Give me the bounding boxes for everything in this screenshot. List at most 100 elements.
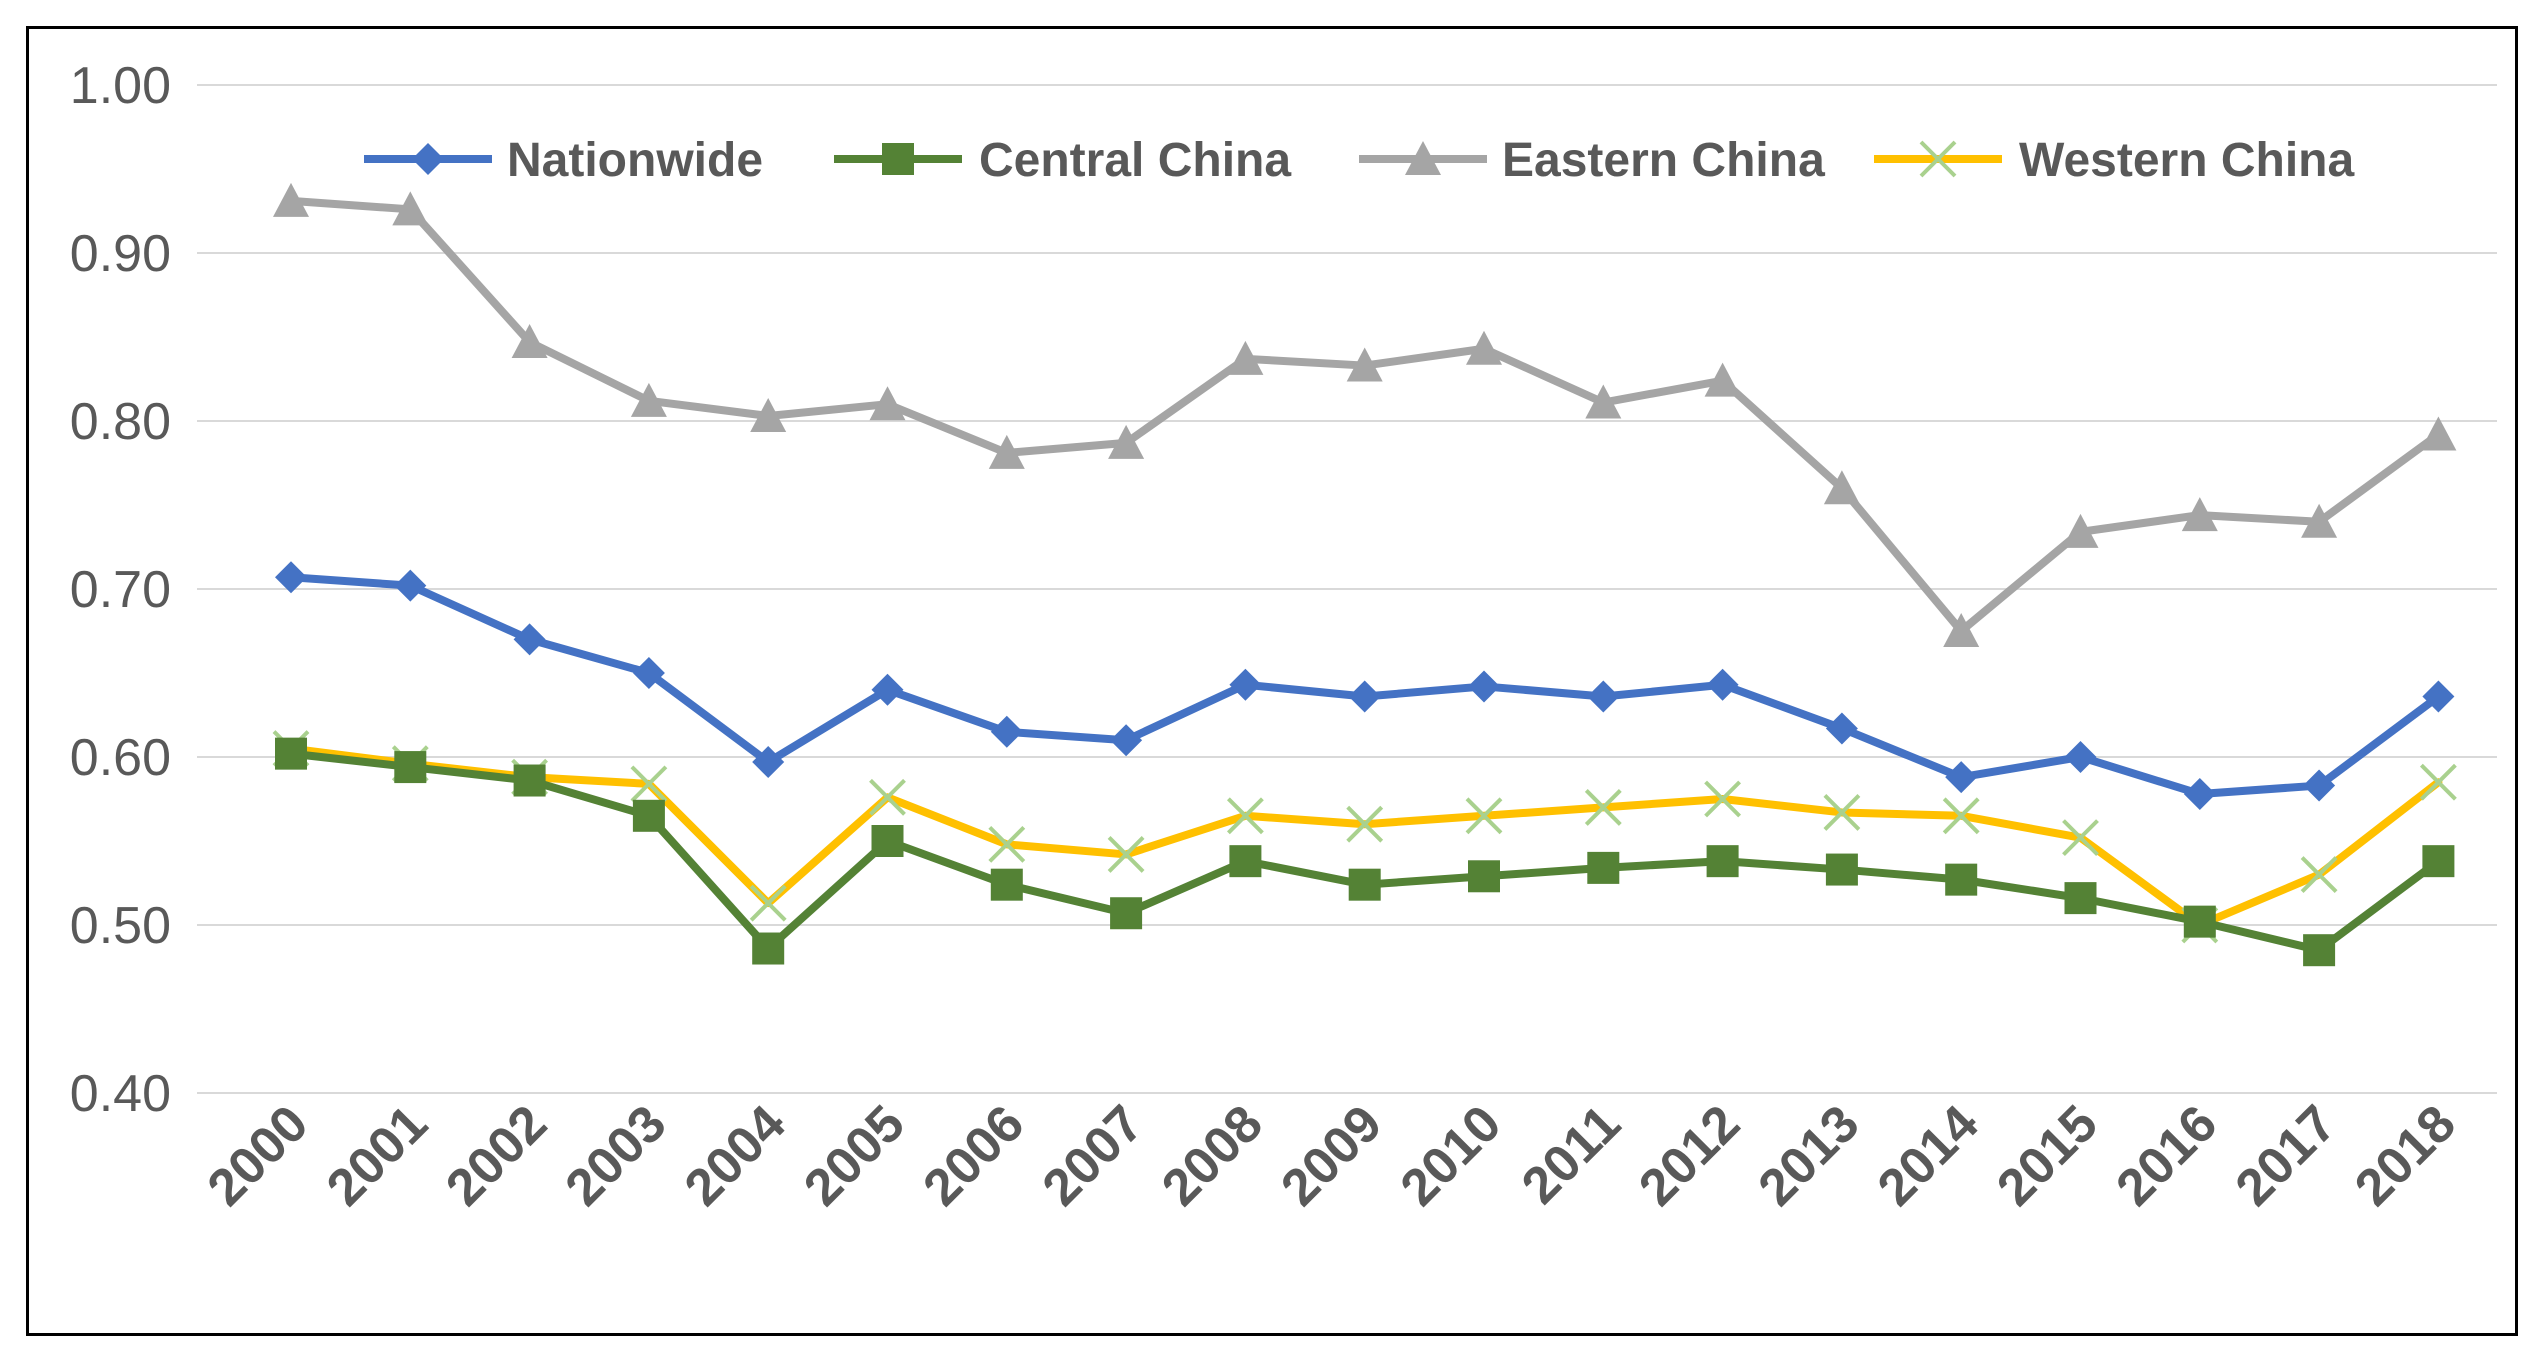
legend-item-central-china[interactable]: Central China [834,134,1291,187]
x-tick-label: 2013 [1748,1094,1871,1217]
y-axis: 0.40 0.50 0.60 0.70 0.80 0.90 1.00 [70,57,171,1123]
marker-stroke [1226,797,1264,835]
central-china-point [1110,897,1143,930]
x-tick-label: 2018 [2344,1094,2467,1217]
series-central-china [275,737,2455,967]
nationwide-point [1587,680,1620,713]
marker-stroke [749,884,787,922]
nationwide-point [1706,668,1739,701]
nationwide-point [990,715,1023,748]
nationwide-point [2064,741,2097,773]
western-china-point [1704,780,1742,818]
eastern-china-point [392,191,429,226]
western-china-point [1942,797,1980,835]
central-china-point [513,764,546,797]
nationwide-point [1468,670,1500,703]
western-china-point [869,778,906,816]
central-china-point [1348,868,1381,901]
central-china-point [2303,934,2336,967]
eastern-china-point [869,386,906,421]
gridlines [197,84,2497,1094]
eastern-china-line [287,196,2443,635]
eastern-china-point [2181,497,2218,532]
x-tick-label: 2010 [1390,1094,1513,1217]
nationwide-point [394,569,427,602]
x-tick-label: 2014 [1867,1094,1990,1217]
legend-label: Nationwide [507,134,763,187]
legend[interactable]: Nationwide Central China Eastern China West… [364,134,2354,187]
marker-stroke [1346,805,1384,843]
western-china-point [1584,788,1622,826]
western-china-point [1465,797,1503,835]
eastern-china-point [988,434,1025,469]
central-china-point [1229,845,1262,878]
y-tick-label: 0.90 [70,225,171,283]
x-axis: 2000200120022003200420052006200720082009… [197,1094,2467,1217]
central-china-point [2422,845,2455,878]
legend-item-nationwide[interactable]: Nationwide [364,134,763,187]
eastern-china-point [1466,330,1502,365]
y-tick-label: 0.40 [70,1065,171,1123]
nationwide-point [513,623,546,656]
x-tick-label: 2003 [555,1094,678,1217]
nationwide-point [632,657,665,689]
series-eastern-china [273,182,2457,647]
western-china-point [749,884,787,922]
eastern-china-point [750,397,787,432]
marker-stroke [1919,140,1957,178]
nationwide-point [275,561,307,594]
chart-frame: 0.40 0.50 0.60 0.70 0.80 0.90 1.00 2000 2001 200… [26,26,2518,1336]
x-tick-label: 2012 [1628,1094,1751,1217]
eastern-china-point [1108,424,1145,459]
eastern-china-point [1227,340,1264,375]
x-tick-label: 2009 [1270,1094,1393,1217]
x-tick-label: 2001 [316,1094,439,1217]
marker-stroke [1465,797,1503,835]
eastern-china-point [630,382,667,417]
nationwide-point [2183,777,2216,810]
legend-label: Western China [2019,134,2354,187]
legend-item-western-china[interactable]: Western China [1874,134,2354,187]
legend-label: Central China [979,134,1291,187]
western-china-point [1823,794,1861,831]
marker-stroke [1584,788,1622,826]
eastern-china-point [2301,503,2338,538]
central-china-point [275,737,307,770]
central-china-point [1825,853,1858,886]
marker-stroke [988,825,1026,863]
marker-stroke [1942,797,1980,835]
x-tick-label: 2007 [1032,1094,1155,1217]
marker-stroke [2062,819,2099,857]
central-china-point [632,799,665,832]
western-china-point [2062,819,2099,857]
nationwide-point [2303,769,2336,802]
central-china-point [1945,863,1978,896]
western-china-point [1107,836,1145,873]
eastern-china-point [2062,513,2099,548]
nationwide-point [1229,668,1262,701]
legend-marker [1919,140,1957,178]
marker-stroke [1823,794,1861,831]
western-china-point [630,765,668,803]
western-china-point [2300,856,2338,894]
western-china-point [988,825,1026,863]
y-tick-label: 1.00 [70,57,171,115]
y-tick-label: 0.80 [70,393,171,451]
eastern-china-point [1823,470,1860,505]
marker-stroke [2300,856,2338,894]
legend-label: Eastern China [1502,134,1825,187]
series-lines [272,182,2457,967]
legend-marker [412,143,444,175]
marker-stroke [630,765,668,803]
x-tick-label: 2005 [793,1094,916,1217]
central-china-point [752,932,785,965]
marker-stroke [2419,763,2457,801]
nationwide-point [871,673,904,706]
eastern-china-point [2420,416,2457,451]
y-tick-label: 0.70 [70,561,171,619]
western-china-point [1226,797,1264,835]
x-tick-label: 2004 [674,1094,797,1217]
legend-item-eastern-china[interactable]: Eastern China [1359,134,1825,187]
nationwide-point [2422,680,2455,713]
eastern-china-point [1943,613,1980,647]
